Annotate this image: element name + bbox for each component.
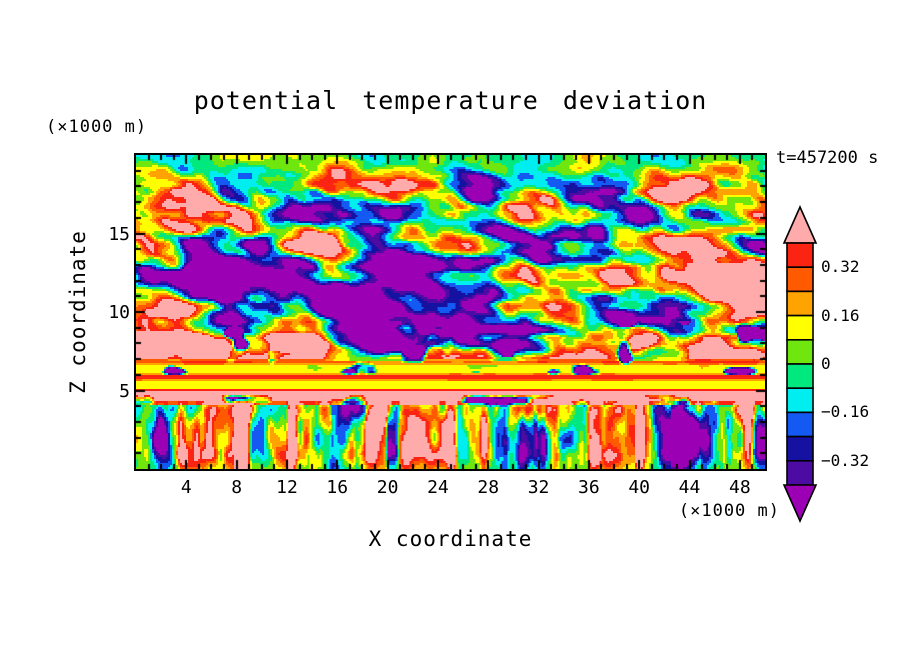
colorbar-under-arrow bbox=[782, 484, 818, 523]
x-tick-label: 20 bbox=[376, 477, 399, 498]
x-tick-label: 32 bbox=[527, 477, 550, 498]
colorbar-cell bbox=[786, 363, 814, 390]
x-axis-title: X coordinate bbox=[368, 527, 533, 551]
colorbar-tick-label: −0.16 bbox=[821, 402, 870, 422]
time-annotation: t=457200 s bbox=[776, 148, 879, 168]
x-tick-label: 24 bbox=[427, 477, 449, 498]
x-tick-label: 12 bbox=[276, 477, 298, 498]
colorbar-cell bbox=[786, 290, 814, 317]
colorbar-cell bbox=[786, 314, 814, 341]
x-units-label: (×1000 m) bbox=[678, 501, 780, 521]
colorbar-cell bbox=[786, 387, 814, 414]
axis-ticks-canvas bbox=[136, 155, 765, 469]
x-tick-label: 40 bbox=[628, 477, 651, 498]
x-tick-label: 48 bbox=[728, 477, 751, 498]
z-tick-label: 15 bbox=[108, 223, 130, 245]
x-tick-label: 36 bbox=[578, 477, 600, 498]
z-tick-label: 5 bbox=[119, 380, 130, 402]
x-tick-label: 4 bbox=[180, 477, 192, 498]
colorbar-tick-label: −0.32 bbox=[821, 450, 870, 470]
plot-frame bbox=[134, 153, 767, 471]
colorbar-tick-label: 0 bbox=[821, 354, 831, 373]
colorbar-cell bbox=[786, 266, 814, 293]
x-tick-label: 8 bbox=[231, 477, 243, 498]
colorbar-cell bbox=[786, 460, 814, 486]
z-axis-title: Z coordinate bbox=[66, 230, 90, 394]
z-units-label: (×1000 m) bbox=[46, 117, 148, 137]
z-tick-label: 10 bbox=[108, 302, 130, 323]
colorbar-tick-label: 0.16 bbox=[821, 305, 860, 325]
plot-title: potential temperature deviation bbox=[193, 86, 708, 115]
colorbar-cell bbox=[786, 339, 814, 365]
colorbar-over-arrow bbox=[782, 205, 818, 244]
colorbar-cell bbox=[786, 435, 814, 462]
colorbar-cell bbox=[786, 242, 814, 269]
colorbar-tick-label: 0.32 bbox=[821, 257, 860, 277]
colorbar bbox=[782, 205, 818, 523]
x-tick-label: 28 bbox=[477, 477, 500, 498]
x-tick-label: 16 bbox=[326, 477, 349, 498]
x-tick-label: 44 bbox=[678, 477, 701, 498]
colorbar-cell bbox=[786, 411, 814, 438]
